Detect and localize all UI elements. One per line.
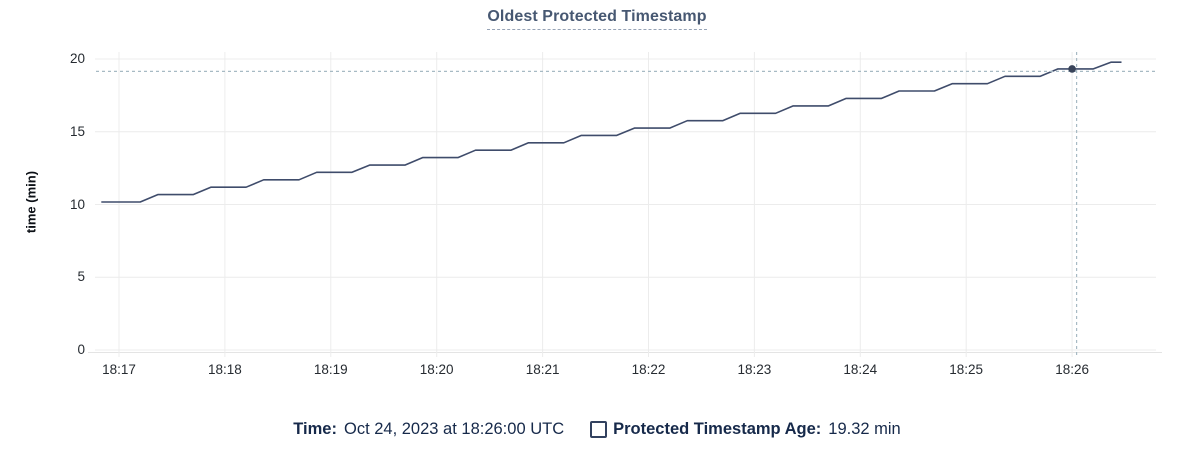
x-tick-label: 18:23: [737, 362, 772, 377]
y-tick-label: 10: [69, 196, 85, 212]
x-tick-label: 18:22: [631, 362, 666, 377]
x-tick-label: 18:18: [207, 362, 242, 377]
y-tick-label: 20: [69, 51, 85, 66]
x-tick-label: 18:21: [525, 362, 560, 377]
x-tick-label: 18:20: [419, 362, 454, 377]
y-tick-label: 0: [77, 342, 85, 357]
legend-series-key: Protected Timestamp Age:: [613, 420, 822, 438]
series-toggle-checkbox[interactable]: [590, 421, 608, 438]
x-tick-label: 18:17: [102, 362, 136, 377]
x-tick-label: 18:19: [313, 362, 348, 377]
y-tick-label: 5: [77, 269, 85, 285]
chart-title[interactable]: Oldest Protected Timestamp: [487, 8, 707, 30]
series-line: [101, 61, 1122, 203]
legend-series-value: 19.32 min: [828, 420, 901, 438]
x-tick-label: 18:25: [949, 362, 984, 377]
x-tick-label: 18:26: [1055, 362, 1089, 377]
x-tick-label: 18:24: [843, 362, 878, 377]
hover-legend: Time: Oct 24, 2023 at 18:26:00 UTC Prote…: [0, 420, 1194, 439]
y-tick-label: 15: [69, 123, 85, 139]
y-axis-title: time (min): [23, 170, 39, 234]
highlighted-point[interactable]: [1068, 65, 1076, 73]
legend-time-key: Time:: [293, 420, 337, 438]
legend-time-value: Oct 24, 2023 at 18:26:00 UTC: [343, 420, 565, 438]
chart-plot-area[interactable]: [0, 0, 1194, 405]
